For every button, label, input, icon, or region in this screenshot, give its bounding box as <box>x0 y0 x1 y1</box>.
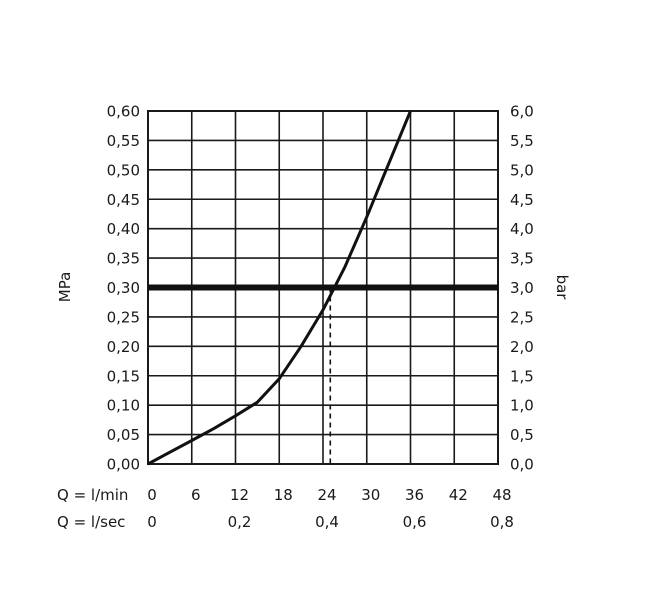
y-tick-label-left: 0,45 <box>107 191 140 209</box>
y-tick-label-left: 0,25 <box>107 308 140 326</box>
y-tick-label-right: 0,5 <box>510 426 534 444</box>
x-axis-ticks: 0 6 12 18 24 30 36 42 48 <box>147 486 511 504</box>
x-tick-label-secondary: 0 <box>147 513 157 531</box>
y-tick-label-right: 0,0 <box>510 456 534 474</box>
y-tick-label-left: 0,00 <box>107 456 140 474</box>
plot-marks <box>147 110 498 466</box>
y-tick-label-right: 5,0 <box>510 161 534 179</box>
x-axis-label: Q = l/min <box>57 486 128 504</box>
x-tick-label-secondary: 0,6 <box>403 513 427 531</box>
y-tick-label-left: 0,10 <box>107 397 140 415</box>
y-tick-label-right: 1,0 <box>510 397 534 415</box>
x-tick-label-secondary: 0,8 <box>490 513 514 531</box>
y-tick-label-left: 0,30 <box>107 279 140 297</box>
y-tick-label-left: 0,60 <box>107 103 140 121</box>
y-tick-label-left: 0,15 <box>107 367 140 385</box>
y-tick-label-right: 4,5 <box>510 191 534 209</box>
x-tick-label: 12 <box>230 486 249 504</box>
y-tick-label-left: 0,20 <box>107 338 140 356</box>
y-axis-left-ticks: 0,00 0,05 0,10 0,15 0,20 0,25 0,30 0,35 0,40 0,45… <box>107 103 140 474</box>
y-tick-label-right: 3,5 <box>510 250 534 268</box>
x-tick-label: 6 <box>191 486 201 504</box>
y-tick-label-left: 0,40 <box>107 220 140 238</box>
y-tick-label-right: 2,5 <box>510 308 534 326</box>
x-tick-label: 24 <box>317 486 336 504</box>
y-tick-label-right: 1,5 <box>510 367 534 385</box>
x-tick-label-secondary: 0,4 <box>315 513 339 531</box>
x-axis-secondary-label: Q = l/sec <box>57 513 125 531</box>
grid <box>147 110 499 465</box>
y-tick-label-left: 0,50 <box>107 161 140 179</box>
y-tick-label-right: 2,0 <box>510 338 534 356</box>
x-tick-label: 18 <box>274 486 293 504</box>
series-line <box>147 110 412 466</box>
y-tick-label-right: 3,0 <box>510 279 534 297</box>
y-tick-label-left: 0,55 <box>107 132 140 150</box>
y-tick-label-right: 5,5 <box>510 132 534 150</box>
y-tick-label-right: 6,0 <box>510 103 534 121</box>
y-tick-label-right: 4,0 <box>510 220 534 238</box>
x-tick-label: 42 <box>449 486 468 504</box>
y-axis-right-ticks: 0,0 0,5 1,0 1,5 2,0 2,5 3,0 3,5 4,0 4,5 5,0 5,5 6,0 <box>510 103 534 474</box>
y-axis-right-label: bar <box>553 275 571 301</box>
x-tick-label: 36 <box>405 486 424 504</box>
x-axis-secondary-ticks: 0 0,2 0,4 0,6 0,8 <box>147 513 514 531</box>
x-tick-label-secondary: 0,2 <box>228 513 252 531</box>
x-tick-label: 30 <box>361 486 380 504</box>
y-tick-label-left: 0,35 <box>107 250 140 268</box>
x-tick-label: 48 <box>492 486 511 504</box>
y-axis-left-label: MPa <box>56 272 74 303</box>
x-tick-label: 0 <box>147 486 157 504</box>
y-tick-label-left: 0,05 <box>107 426 140 444</box>
